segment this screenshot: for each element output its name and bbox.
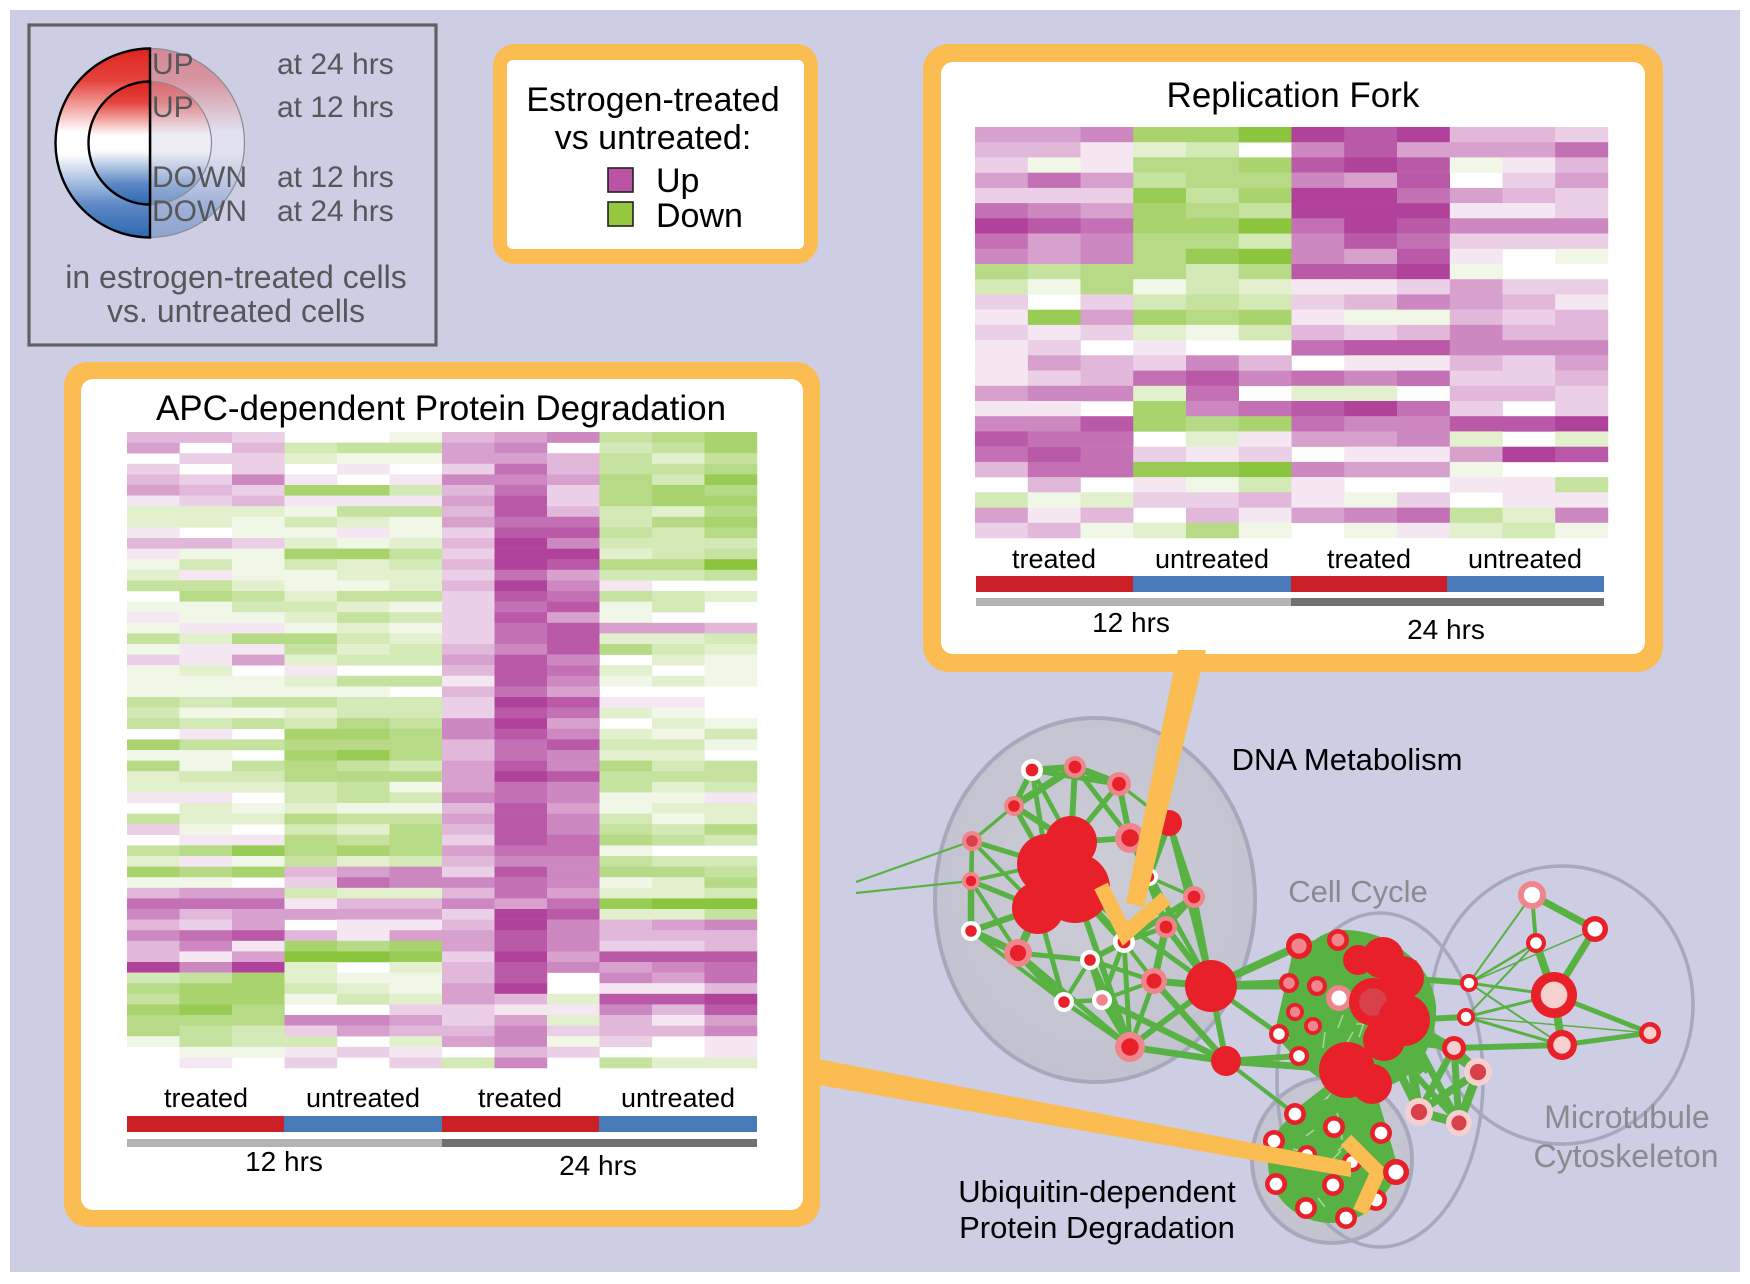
- svg-text:24 hrs: 24 hrs: [1407, 614, 1485, 645]
- svg-text:Replication Fork: Replication Fork: [1167, 76, 1420, 115]
- svg-text:UP: UP: [152, 48, 194, 81]
- svg-text:Up: Up: [656, 162, 699, 200]
- svg-text:untreated: untreated: [1468, 544, 1582, 574]
- svg-text:treated: treated: [478, 1083, 562, 1113]
- svg-text:treated: treated: [1327, 544, 1411, 574]
- svg-text:DOWN: DOWN: [152, 161, 247, 194]
- svg-text:untreated: untreated: [306, 1083, 420, 1113]
- svg-text:12 hrs: 12 hrs: [1092, 607, 1170, 638]
- svg-text:24 hrs: 24 hrs: [559, 1150, 637, 1181]
- svg-text:at 24 hrs: at 24 hrs: [277, 48, 394, 81]
- svg-text:at 12 hrs: at 12 hrs: [277, 91, 394, 124]
- svg-text:UP: UP: [152, 91, 194, 124]
- svg-text:12 hrs: 12 hrs: [245, 1146, 323, 1177]
- svg-text:Cell Cycle: Cell Cycle: [1288, 874, 1428, 909]
- svg-text:vs. untreated cells: vs. untreated cells: [107, 293, 365, 329]
- svg-text:vs untreated:: vs untreated:: [555, 119, 752, 157]
- svg-text:Protein Degradation: Protein Degradation: [959, 1210, 1235, 1245]
- svg-text:treated: treated: [164, 1083, 248, 1113]
- svg-text:Estrogen-treated: Estrogen-treated: [526, 81, 779, 119]
- svg-text:DOWN: DOWN: [152, 195, 247, 228]
- svg-text:APC-dependent Protein Degradat: APC-dependent Protein Degradation: [156, 389, 726, 428]
- svg-text:Down: Down: [656, 197, 743, 235]
- svg-text:DNA Metabolism: DNA Metabolism: [1232, 742, 1463, 777]
- svg-text:in estrogen-treated cells: in estrogen-treated cells: [65, 259, 407, 295]
- svg-text:at 24 hrs: at 24 hrs: [277, 195, 394, 228]
- svg-text:Cytoskeleton: Cytoskeleton: [1534, 1138, 1719, 1174]
- svg-text:Microtubule: Microtubule: [1544, 1099, 1709, 1135]
- svg-text:untreated: untreated: [621, 1083, 735, 1113]
- svg-text:untreated: untreated: [1155, 544, 1269, 574]
- svg-text:treated: treated: [1012, 544, 1096, 574]
- svg-text:Ubiquitin-dependent: Ubiquitin-dependent: [958, 1174, 1236, 1209]
- svg-text:at 12 hrs: at 12 hrs: [277, 161, 394, 194]
